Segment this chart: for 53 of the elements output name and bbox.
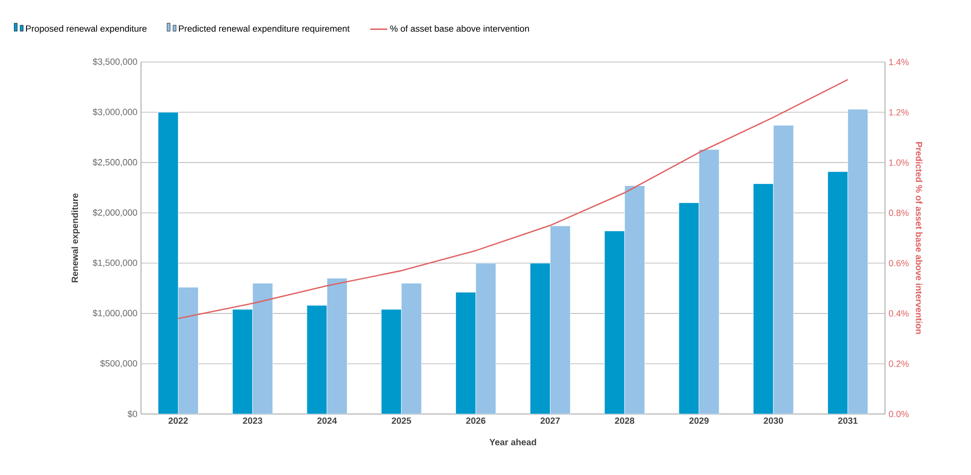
x-tick-label: 2027 xyxy=(540,418,560,424)
y-tick-label: $3,000,000 xyxy=(92,108,138,116)
bar xyxy=(550,226,570,414)
y2-tick-label: 0.2% xyxy=(888,360,909,367)
x-tick-label: 2031 xyxy=(838,418,858,424)
y2-tick-label: 0.4% xyxy=(888,310,909,317)
y2-axis-title: Predicted % of asset base above intervention xyxy=(916,142,922,334)
x-axis-title: Year ahead xyxy=(489,438,536,446)
y2-tick-label: 0.8% xyxy=(888,210,909,216)
bar xyxy=(476,262,496,414)
y-tick-label: $3,500,000 xyxy=(92,58,138,66)
bar xyxy=(381,309,402,414)
y-axis-title: Renewal expenditure xyxy=(71,193,80,282)
y2-tick-label: 0.6% xyxy=(888,260,909,266)
bar xyxy=(178,287,198,414)
bar xyxy=(530,262,550,414)
x-tick-label: 2028 xyxy=(614,418,634,424)
legend-label: Proposed renewal expenditure xyxy=(26,25,147,34)
x-tick-label: 2025 xyxy=(392,418,412,424)
line-series xyxy=(178,78,848,320)
y2-tick-label: 0.0% xyxy=(888,410,909,418)
legend-label: % of asset base above intervention xyxy=(390,25,529,32)
bar xyxy=(401,283,422,414)
bar xyxy=(252,283,273,414)
y2-tick-label: 1.2% xyxy=(889,109,909,116)
bar xyxy=(306,305,328,414)
x-tick-label: 2026 xyxy=(466,418,486,424)
bar xyxy=(678,202,700,414)
bar xyxy=(158,112,178,414)
bar xyxy=(828,171,848,414)
bar xyxy=(848,109,868,414)
bar xyxy=(753,183,774,414)
x-tick-label: 2023 xyxy=(242,418,262,424)
bar xyxy=(232,309,253,414)
bar xyxy=(456,292,476,414)
y2-tick-label: 1.0% xyxy=(889,159,909,166)
bar xyxy=(326,278,348,414)
bar xyxy=(604,230,625,414)
y-tick-label: $0 xyxy=(128,410,138,418)
legend-label: Predicted renewal expenditure requirement xyxy=(178,25,350,34)
y-tick-label: $1,500,000 xyxy=(92,259,138,268)
y-tick-label: $2,000,000 xyxy=(92,208,138,217)
bar xyxy=(773,125,794,414)
y-tick-label: $2,500,000 xyxy=(92,158,138,166)
x-tick-label: 2024 xyxy=(317,418,337,424)
y-tick-label: $500,000 xyxy=(100,360,138,368)
bar xyxy=(698,149,720,414)
bar xyxy=(624,186,645,414)
x-tick-label: 2029 xyxy=(689,418,709,424)
y2-tick-label: 1.4% xyxy=(889,58,909,66)
y-tick-label: $1,000,000 xyxy=(92,310,138,318)
x-tick-label: 2022 xyxy=(168,418,188,424)
x-tick-label: 2030 xyxy=(764,418,784,424)
